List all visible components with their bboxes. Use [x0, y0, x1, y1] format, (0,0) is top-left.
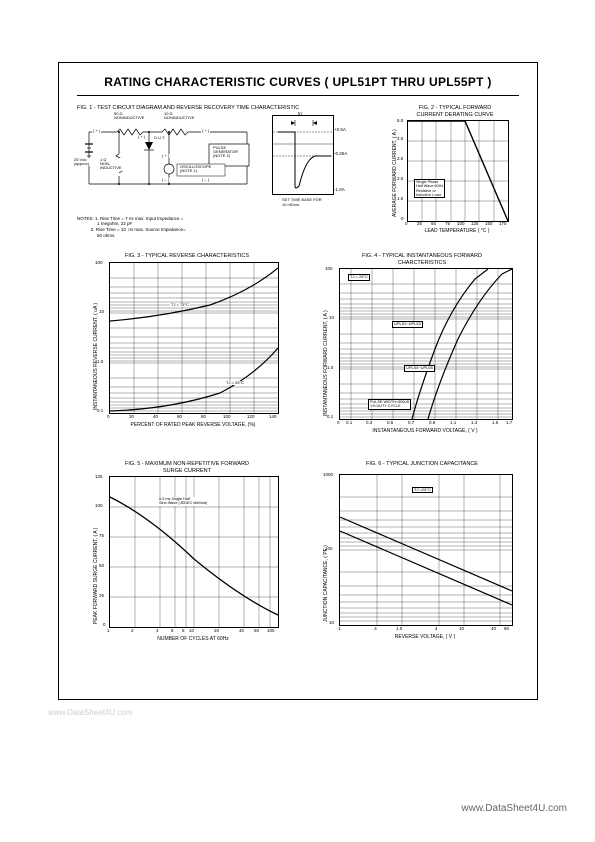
fig1-wave: +0.5A -0.25A -1.0A trr SET TIME BASE FOR…	[272, 115, 342, 195]
fig6-tj: TJ =25°C	[412, 487, 433, 493]
title-rule	[77, 95, 519, 96]
fig3-chart: TJ = 75°C TJ = 25°C	[109, 262, 279, 414]
fig2-chart: Single PhaseHalf Wave 60HzResistive orIn…	[407, 120, 509, 222]
p2: ( + )	[137, 135, 146, 139]
main-frame: RATING CHARACTERISTIC CURVES ( UPL51PT T…	[58, 62, 538, 700]
fig1-10ohm: 10 ΩNONINDUCTIVE	[163, 112, 195, 121]
w-top: +0.5A	[334, 127, 346, 132]
fig1-pulse: PULSEGENERATOR(NOTE 2)	[212, 146, 239, 159]
fig4: FIG. 4 - TYPICAL INSTANTANEOUS FORWARD C…	[317, 253, 527, 420]
fig4-title: FIG. 4 - TYPICAL INSTANTANEOUS FORWARD C…	[317, 253, 527, 266]
fig4-s1: UPL51~UPL53	[392, 321, 423, 327]
fig5-xlabel: NUMBER OF CYCLES AT 60Hz	[109, 636, 277, 642]
fig3-ylabel: INSTANTANEOUS REVERSE CURRENT, ( uA )	[93, 260, 99, 410]
w-trr: trr	[298, 111, 302, 116]
w-mid: -0.25A	[334, 151, 347, 156]
fig3: FIG. 3 - TYPICAL REVERSE CHARACTERISTICS	[87, 253, 287, 414]
p4: ( + )	[201, 129, 210, 133]
fig2-ylabel: AVERAGE FORWARD CURRENT, ( A )	[392, 117, 398, 217]
fig5: FIG. 5 - MAXIMUM NON-REPETITIVE FORWARD …	[87, 461, 287, 628]
fig4-ylabel: INSTANTANEOUS FORWARD CURRENT, ( A )	[323, 266, 329, 416]
m1: ( – )	[201, 178, 210, 182]
fig4-xlabel: INSTANTANEOUS FORWARD VOLTAGE, ( V )	[339, 428, 511, 434]
m2: ( – )	[161, 178, 170, 182]
page-title: RATING CHARACTERISTIC CURVES ( UPL51PT T…	[59, 75, 537, 89]
fig1: FIG. 1 - TEST CIRCUIT DIAGRAM AND REVERS…	[77, 105, 357, 239]
watermark-top: www.DataSheet4U.com	[48, 708, 132, 717]
page: RATING CHARACTERISTIC CURVES ( UPL51PT T…	[0, 0, 595, 842]
fig2-title: FIG. 2 - TYPICAL FORWARD CURRENT DERATIN…	[391, 105, 519, 118]
fig3-l1: TJ = 75°C	[170, 303, 190, 307]
fig5-note: 8.3 ms Single HalfSine-Wave (JEDEC Metho…	[158, 497, 208, 505]
fig5-chart: 8.3 ms Single HalfSine-Wave (JEDEC Metho…	[109, 476, 279, 628]
w-bot: -1.0A	[334, 187, 345, 192]
fig1-notes: NOTES: 1. Rise Time = 7 ns max. Input Im…	[77, 216, 357, 239]
watermark-bottom: www.DataSheet4U.com	[461, 803, 567, 814]
fig5-title: FIG. 5 - MAXIMUM NON-REPETITIVE FORWARD …	[87, 461, 287, 474]
w-note: SET TIME BASE FOR 10 nS/cm.	[282, 197, 322, 207]
fig4-tj: TJ = 25°C	[348, 274, 370, 280]
fig1-vdc: 25 Vdc(approx)	[73, 158, 90, 167]
fig3-l2: TJ = 25°C	[225, 381, 245, 385]
fig4-s2: UPL54~UPL55	[404, 365, 435, 371]
fig1-1ohm: 1 ΩNON-INDUCTIVE	[99, 158, 123, 171]
fig4-pulse: PULSE WIDTH=300uS1% DUTY CYCLE	[368, 399, 411, 409]
fig2: FIG. 2 - TYPICAL FORWARD CURRENT DERATIN…	[391, 105, 519, 222]
fig6: FIG. 6 - TYPICAL JUNCTION CAPACITANCE	[317, 461, 527, 626]
fig6-xlabel: REVERSE VOLTAGE, ( V )	[339, 634, 511, 640]
fig2-note: Single PhaseHalf Wave 60HzResistive orIn…	[414, 179, 445, 198]
fig4-chart: TJ = 25°C UPL51~UPL53 UPL54~UPL55 PULSE …	[339, 268, 513, 420]
fig1-dut: D.U.T.	[153, 136, 166, 140]
fig1-50ohm: 50 ΩNONINDUCTIVE	[113, 112, 145, 121]
p3: ( + )	[161, 154, 170, 158]
fig2-xlabel: LEAD TEMPERATURE ( °C )	[407, 228, 507, 234]
fig3-xlabel: PERCENT OF RATED PEAK REVERSE VOLTAGE, (…	[109, 422, 277, 428]
fig5-ylabel: PEAK FORWARD SURGE CURRENT, ( A )	[93, 474, 99, 624]
fig1-scope: OSCILLOSCOPE(NOTE 1)	[179, 165, 212, 174]
p1: ( + )	[92, 129, 101, 133]
fig3-title: FIG. 3 - TYPICAL REVERSE CHARACTERISTICS	[87, 253, 287, 260]
fig6-title: FIG. 6 - TYPICAL JUNCTION CAPACITANCE	[317, 461, 527, 468]
fig1-circuit: 50 ΩNONINDUCTIVE 10 ΩNONINDUCTIVE 25 Vdc…	[77, 114, 262, 214]
fig6-chart: TJ =25°C	[339, 474, 513, 626]
